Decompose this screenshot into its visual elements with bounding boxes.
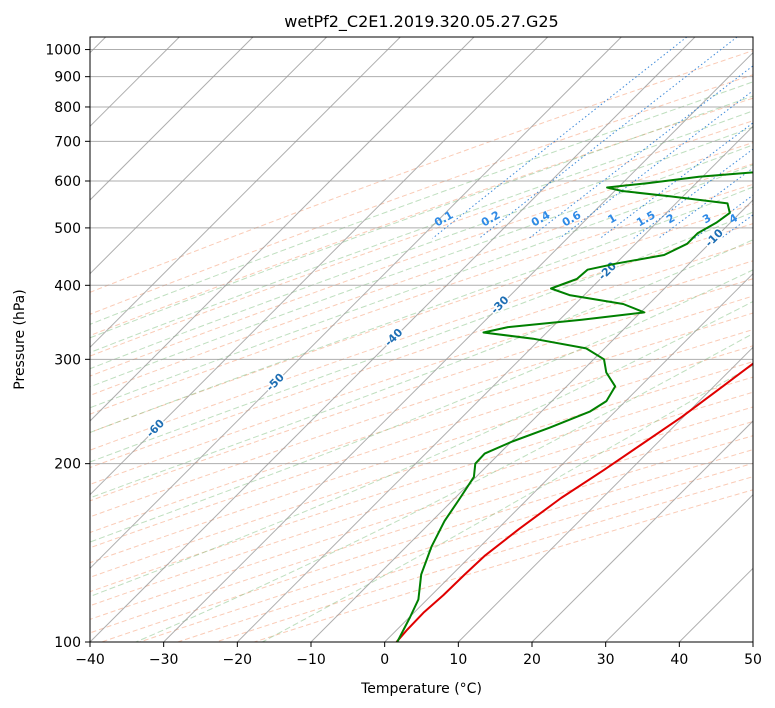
dry-adiabat bbox=[90, 163, 753, 396]
moist-adiabat bbox=[90, 186, 753, 434]
dry-adiabat bbox=[90, 295, 753, 518]
isotherm bbox=[384, 272, 753, 642]
dewpoint-line bbox=[396, 171, 753, 642]
dry-adiabat bbox=[90, 345, 753, 564]
dry-adiabat bbox=[90, 376, 753, 593]
plot-area: 0.10.20.40.611.52346810131620253036-100-… bbox=[90, 37, 753, 642]
dry-adiabat bbox=[90, 278, 753, 502]
x-tick-label: 40 bbox=[670, 652, 688, 668]
isotherm bbox=[90, 37, 254, 201]
isotherm bbox=[163, 51, 753, 642]
chart-title: wetPf2_C2E1.2019.320.05.27.G25 bbox=[284, 12, 558, 32]
dry-adiabat bbox=[90, 312, 753, 534]
isotherm bbox=[90, 37, 696, 642]
x-tick-label: 50 bbox=[744, 652, 762, 668]
x-tick-label: 30 bbox=[597, 652, 615, 668]
y-tick-label: 300 bbox=[54, 352, 81, 368]
isotherm bbox=[310, 199, 753, 642]
x-tick-label: −20 bbox=[223, 652, 253, 668]
dry-adiabat bbox=[90, 97, 753, 337]
y-tick-label: 400 bbox=[54, 278, 81, 294]
moist-adiabat bbox=[90, 95, 753, 339]
y-tick-label: 1000 bbox=[45, 43, 81, 59]
x-axis-label: Temperature (°C) bbox=[360, 681, 482, 697]
y-tick-label: 200 bbox=[54, 457, 81, 473]
isotherm bbox=[605, 493, 753, 642]
y-tick-label: 800 bbox=[54, 100, 81, 116]
isotherm bbox=[531, 420, 753, 642]
x-tick-label: −30 bbox=[149, 652, 179, 668]
mixing-ratio-line bbox=[658, 167, 753, 239]
moist-adiabat bbox=[90, 81, 753, 325]
moist-adiabat bbox=[262, 364, 753, 642]
moist-adiabat bbox=[90, 211, 753, 463]
dry-adiabat bbox=[90, 391, 753, 607]
moist-adiabat bbox=[90, 300, 753, 597]
moist-adiabat bbox=[90, 110, 753, 354]
x-tick-label: 10 bbox=[449, 652, 467, 668]
dry-adiabat bbox=[90, 50, 753, 293]
y-tick-label: 500 bbox=[54, 221, 81, 237]
isotherm bbox=[90, 37, 549, 496]
y-tick-label: 900 bbox=[54, 70, 81, 86]
y-tick-label: 700 bbox=[54, 134, 81, 150]
y-tick-label: 600 bbox=[54, 174, 81, 190]
moist-adiabat bbox=[90, 164, 753, 409]
mixing-ratio-line bbox=[559, 90, 753, 239]
y-tick-label: 100 bbox=[54, 635, 81, 651]
isotherm bbox=[457, 346, 753, 642]
x-tick-label: 0 bbox=[380, 652, 389, 668]
mixing-ratio-line bbox=[478, 37, 738, 239]
dry-adiabat bbox=[90, 241, 753, 469]
x-tick-label: −10 bbox=[296, 652, 326, 668]
isotherm bbox=[90, 37, 622, 570]
dry-adiabat bbox=[90, 223, 753, 451]
y-axis-label: Pressure (hPa) bbox=[12, 289, 28, 389]
temperature-line bbox=[395, 362, 753, 642]
y-axis-ticks: 1000 900 800 700 600 500 400 300 200 100 bbox=[45, 43, 90, 651]
isotherm bbox=[90, 37, 328, 275]
isotherm bbox=[90, 37, 475, 422]
x-tick-label: 20 bbox=[523, 652, 541, 668]
isotherm bbox=[90, 37, 401, 349]
moist-adiabat bbox=[135, 333, 753, 642]
moist-adiabat bbox=[90, 126, 753, 370]
plot-frame bbox=[89, 36, 754, 643]
x-tick-label: −40 bbox=[75, 652, 105, 668]
dry-adiabat bbox=[90, 142, 753, 377]
dry-adiabat bbox=[90, 329, 753, 549]
x-axis-ticks: −40 −30 −20 −10 0 10 20 30 40 50 bbox=[75, 642, 762, 668]
